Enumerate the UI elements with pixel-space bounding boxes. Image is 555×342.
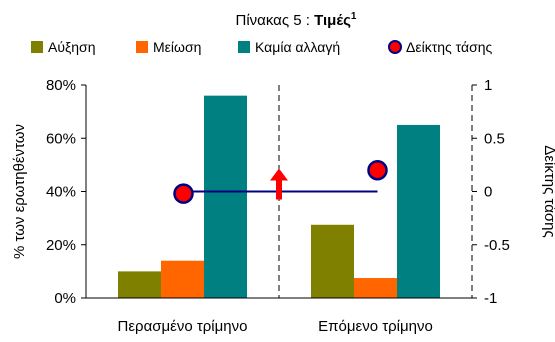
- bar-2-2: [354, 278, 397, 298]
- legend: Αύξηση Μείωση Καμία αλλαγή Δείκτης τάσης: [31, 39, 493, 55]
- chart-title: Πίνακας 5 : Τιμές1: [236, 11, 357, 29]
- y-right-tick-label: 0.5: [484, 130, 505, 147]
- y-right-tick-label: -0.5: [484, 237, 510, 254]
- y-right-tick-label: 0: [484, 184, 492, 201]
- x-tick-label: Περασμένο τρίμηνο: [118, 318, 248, 335]
- trend-arrow: [270, 168, 288, 200]
- legend-marker: [388, 40, 402, 54]
- legend-swatch-1: [31, 41, 43, 53]
- y-left-tick-label: 80%: [46, 77, 76, 94]
- y-left-tick-label: 20%: [46, 237, 76, 254]
- y-right-axis-title: Δείκτης τάσης: [541, 145, 555, 237]
- bar-3-2: [397, 124, 440, 298]
- legend-label-2: Μείωση: [153, 39, 201, 55]
- y-left-tick-label: 40%: [46, 184, 76, 201]
- y-left-axis-title: % των ερωτηθέντων: [11, 124, 28, 259]
- y-left-tick-label: 60%: [46, 130, 76, 147]
- legend-swatch-2: [136, 41, 148, 53]
- legend-swatch-3: [238, 41, 250, 53]
- legend-label-4: Δείκτης τάσης: [406, 39, 493, 55]
- trend-point-1: [173, 183, 194, 204]
- bar-1-1: [118, 271, 161, 298]
- plot-area: 0% 20% 40% 60% 80% -1 -0.5 0 0.5 1 Περασμένο τρίμη…: [11, 77, 555, 335]
- y-right-tick-label: 1: [484, 77, 492, 94]
- bar-2-1: [161, 260, 204, 298]
- y-right-tick-label: -1: [484, 290, 497, 307]
- x-tick-label: Επόμενο τρίμηνο: [318, 318, 433, 335]
- trend-point-2: [367, 159, 388, 181]
- legend-label-1: Αύξηση: [48, 39, 95, 55]
- y-left-tick-label: 0%: [54, 290, 76, 307]
- bar-1-2: [311, 224, 354, 298]
- legend-label-3: Καμία αλλαγή: [255, 39, 340, 55]
- bar-3-1: [204, 95, 247, 299]
